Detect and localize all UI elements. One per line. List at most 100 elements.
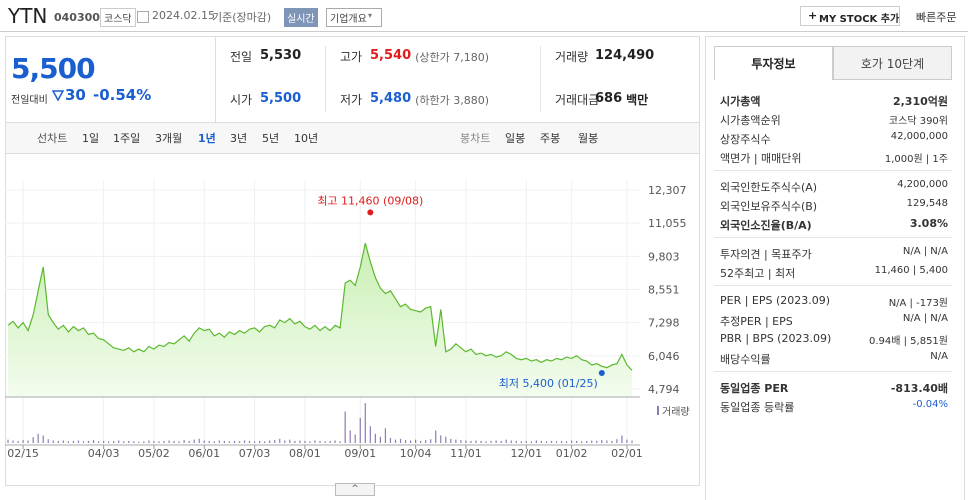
- volume-bar: [27, 440, 29, 443]
- x-tick-label: 12/01: [510, 447, 542, 460]
- annotation: 최저 5,400 (01/25): [499, 377, 598, 390]
- volume-bar: [304, 440, 306, 443]
- x-tick-label: 11/01: [450, 447, 482, 460]
- stat-sub: (하한가 3,880): [415, 94, 490, 107]
- volume-bar: [289, 439, 291, 443]
- tab[interactable]: 호가 10단계: [833, 46, 952, 80]
- volume-bar: [118, 440, 120, 443]
- divider: [714, 170, 952, 171]
- chart: 4,794 6,046 7,298 8,551 9,803 11,055 12,307 02/…: [5, 180, 690, 460]
- volume-bar: [178, 441, 180, 443]
- change: 30: [65, 86, 86, 104]
- volume-bar: [284, 440, 286, 443]
- volume-bar: [123, 441, 125, 443]
- volume-bar: [309, 441, 311, 443]
- volume-bar: [535, 440, 537, 443]
- period-button[interactable]: 3년: [230, 132, 248, 145]
- info-value: 0.94배 | 5,851원: [868, 336, 948, 347]
- info-panel: [705, 36, 965, 500]
- volume-bar: [92, 440, 95, 443]
- volume-bar: [510, 440, 512, 443]
- stat-label: 고가: [340, 50, 363, 64]
- volume-bar: [108, 441, 110, 443]
- period-button[interactable]: 10년: [294, 132, 319, 145]
- info-value: 11,460 | 5,400: [874, 265, 948, 276]
- volume-bar: [17, 440, 19, 443]
- change-rate: -0.54%: [93, 86, 152, 104]
- volume-bar: [359, 417, 361, 443]
- stock-code: 040300: [54, 11, 100, 24]
- volume-bar: [349, 430, 351, 443]
- candle-button[interactable]: 주봉: [540, 132, 561, 145]
- divider: [540, 46, 541, 112]
- date: 2024.02.15: [152, 9, 215, 22]
- volume-bar: [404, 440, 407, 443]
- stat-value: 5,500: [260, 91, 302, 106]
- x-tick-label: 07/03: [239, 447, 271, 460]
- period-button[interactable]: 1일: [82, 132, 100, 145]
- stat-value: 5,540: [370, 48, 412, 63]
- volume-bar: [143, 441, 145, 443]
- stat-sub: (상한가 7,180): [415, 51, 490, 64]
- x-tick-label: 10/04: [400, 447, 432, 460]
- volume-bar: [82, 441, 85, 443]
- stat-label: 거래대금: [555, 93, 600, 107]
- period-label: 봉차트: [460, 132, 491, 145]
- period-label: 선차트: [37, 132, 68, 145]
- volume-bar: [440, 435, 442, 443]
- candle-button[interactable]: 월봉: [578, 132, 599, 145]
- volume-bar: [565, 441, 568, 443]
- tab[interactable]: 투자정보: [714, 46, 833, 80]
- volume-bar: [530, 441, 532, 443]
- volume-bar: [329, 440, 331, 443]
- volume-bar: [394, 439, 397, 443]
- header-divider: [0, 31, 968, 32]
- period-button[interactable]: 5년: [262, 132, 280, 145]
- volume-bar: [525, 440, 527, 443]
- volume-bar: [616, 439, 618, 443]
- info-label: 외국인보유주식수(B): [720, 200, 818, 213]
- volume-bar: [455, 439, 457, 443]
- volume-bar: [279, 438, 281, 443]
- period-button[interactable]: 1년: [198, 132, 216, 145]
- stat-label: 저가: [340, 93, 363, 107]
- volume-bar: [67, 441, 69, 443]
- annotation: 최고 11,460 (09/08): [317, 194, 423, 207]
- stat-label: 전일: [230, 50, 253, 64]
- volume-bar: [213, 441, 215, 443]
- volume-bar: [52, 440, 54, 443]
- volume-bar: [168, 440, 170, 443]
- volume-bar: [97, 441, 100, 443]
- volume-bar: [611, 440, 613, 443]
- y-tick-label: 4,794: [648, 383, 680, 396]
- volume-bar: [274, 440, 276, 443]
- info-value: N/A | N/A: [902, 313, 948, 324]
- volume-bar: [299, 440, 301, 443]
- period-button[interactable]: 3개월: [155, 132, 183, 145]
- collapse-button[interactable]: ^: [335, 483, 375, 496]
- price-line: [7, 243, 633, 371]
- volume-bar: [319, 440, 321, 443]
- info-label: 시가총액: [720, 95, 761, 108]
- quick-order[interactable]: 빠른주문: [916, 11, 957, 24]
- basis: 기준(장마감): [212, 11, 272, 24]
- info-value: 코스닥 390위: [888, 116, 948, 127]
- volume-bar: [591, 440, 593, 443]
- info-value: 1,000원 | 1주: [884, 154, 948, 165]
- info-value: -813.40배: [890, 382, 948, 395]
- volume-bar: [490, 440, 492, 443]
- x-tick-label: 01/02: [556, 447, 588, 460]
- realtime-badge[interactable]: 실시간: [284, 8, 318, 27]
- candle-button[interactable]: 일봉: [505, 132, 526, 145]
- info-label: 투자의견 | 목표주가: [720, 248, 812, 261]
- volume-bar: [500, 440, 502, 443]
- volume-bar: [409, 440, 412, 443]
- mystock-button[interactable]: [800, 6, 900, 26]
- info-label: 52주최고 | 최저: [720, 267, 796, 280]
- volume-bar: [42, 435, 44, 443]
- volume-bar: [22, 440, 24, 443]
- price: 5,500: [11, 52, 96, 85]
- volume-bar: [163, 440, 165, 443]
- overview-button[interactable]: 기업개요: [326, 8, 382, 27]
- period-button[interactable]: 1주일: [113, 132, 141, 145]
